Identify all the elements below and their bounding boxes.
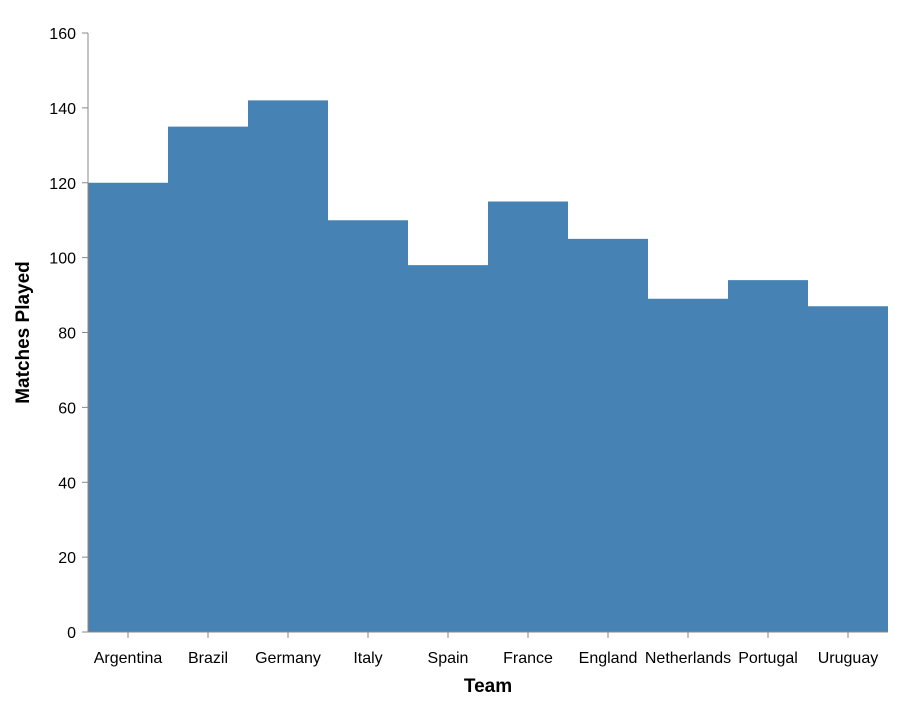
y-tick-label: 100 (49, 251, 76, 268)
x-tick-label: England (579, 650, 638, 667)
x-tick-label: Portugal (738, 650, 798, 667)
y-tick-label: 20 (58, 550, 76, 567)
x-tick-label: Netherlands (645, 650, 731, 667)
y-tick-label: 0 (67, 625, 76, 642)
y-axis: 0 20 40 60 80 100 120 140 160 (49, 26, 89, 642)
y-axis-title: Matches Played (13, 261, 34, 404)
x-tick-label: Italy (353, 650, 382, 667)
x-axis: Argentina Brazil Germany Italy Spain France En… (88, 631, 888, 667)
x-tick-label: Spain (428, 650, 469, 667)
y-tick-label: 80 (58, 326, 76, 343)
plot-area (88, 100, 888, 632)
x-tick-label: Argentina (94, 650, 163, 667)
x-tick-label: Germany (255, 650, 321, 667)
y-tick-label: 60 (58, 400, 76, 417)
y-tick-label: 160 (49, 26, 76, 43)
x-axis-title: Team (464, 676, 512, 697)
x-tick-label: France (503, 650, 553, 667)
y-tick-label: 120 (49, 176, 76, 193)
y-tick-label: 40 (58, 475, 76, 492)
y-tick-label: 140 (49, 101, 76, 118)
area-series (88, 100, 888, 632)
x-tick-label: Brazil (188, 650, 228, 667)
x-tick-label: Uruguay (818, 650, 878, 667)
